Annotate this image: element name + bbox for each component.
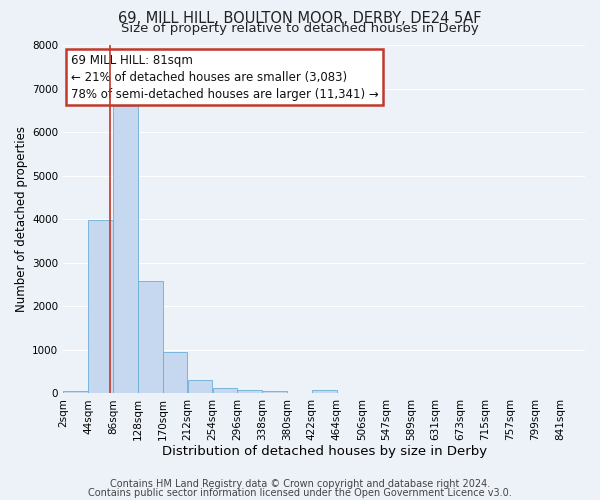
Text: Contains HM Land Registry data © Crown copyright and database right 2024.: Contains HM Land Registry data © Crown c…	[110, 479, 490, 489]
Y-axis label: Number of detached properties: Number of detached properties	[15, 126, 28, 312]
Bar	[212, 388, 237, 394]
Bar	[262, 392, 287, 394]
Bar	[163, 352, 187, 394]
X-axis label: Distribution of detached houses by size in Derby: Distribution of detached houses by size …	[161, 444, 487, 458]
Bar	[188, 380, 212, 394]
Bar	[113, 106, 137, 394]
Text: Contains public sector information licensed under the Open Government Licence v3: Contains public sector information licen…	[88, 488, 512, 498]
Bar	[138, 280, 163, 394]
Bar	[88, 220, 113, 394]
Text: 69, MILL HILL, BOULTON MOOR, DERBY, DE24 5AF: 69, MILL HILL, BOULTON MOOR, DERBY, DE24…	[118, 11, 482, 26]
Bar	[238, 390, 262, 394]
Bar	[64, 391, 88, 394]
Text: Size of property relative to detached houses in Derby: Size of property relative to detached ho…	[121, 22, 479, 35]
Bar	[312, 390, 337, 394]
Text: 69 MILL HILL: 81sqm
← 21% of detached houses are smaller (3,083)
78% of semi-det: 69 MILL HILL: 81sqm ← 21% of detached ho…	[71, 54, 379, 100]
